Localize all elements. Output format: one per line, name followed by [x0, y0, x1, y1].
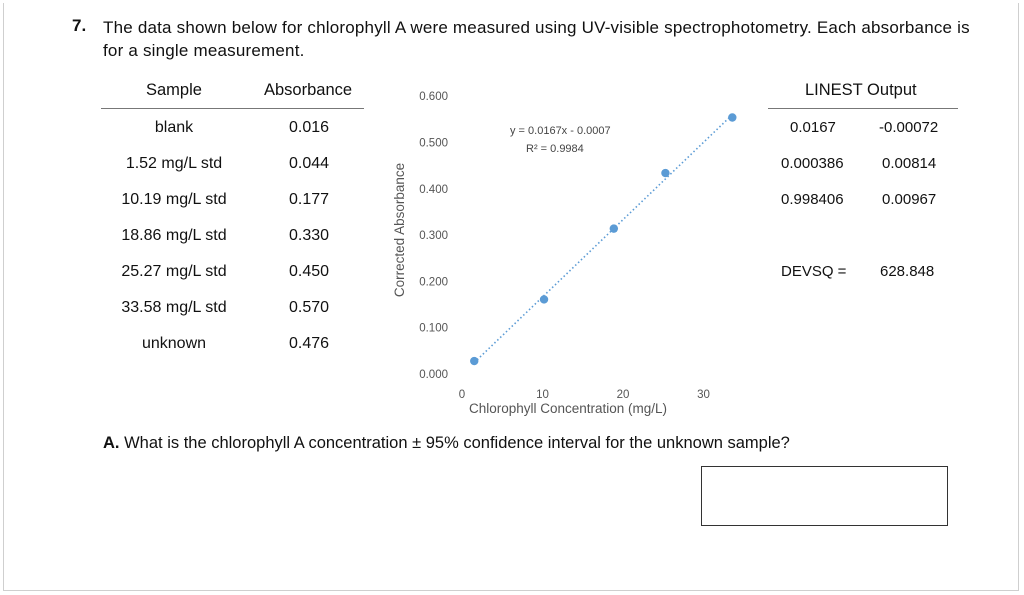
question-number: 7. — [72, 16, 87, 35]
y-axis-label: Corrected Absorbance — [392, 163, 407, 297]
x-tick-label: 10 — [536, 389, 549, 401]
table-cell-sample: unknown — [141, 335, 207, 352]
table-cell-sample: 18.86 mg/L std — [121, 227, 227, 244]
x-tick-label: 20 — [617, 389, 630, 401]
part-a-text: What is the chlorophyll A concentration … — [124, 434, 790, 452]
table-cell-absorbance: 0.016 — [289, 119, 330, 136]
x-tick-label: 0 — [459, 389, 465, 401]
page-frame — [3, 3, 1019, 591]
table-header-rule — [101, 108, 364, 109]
linest-cell: 0.000386 — [781, 155, 844, 172]
linest-header-rule — [768, 108, 958, 109]
y-tick-label: 0.500 — [419, 138, 448, 150]
part-a-label: A. — [103, 434, 120, 452]
table-cell-sample: 25.27 mg/L std — [121, 263, 227, 280]
data-point — [728, 113, 737, 122]
devsq-value: 628.848 — [880, 263, 935, 280]
y-tick-labels: 0.000 0.100 0.200 0.300 0.400 0.500 0.600 — [419, 91, 448, 381]
data-point — [470, 356, 479, 366]
table-cell-absorbance: 0.177 — [289, 191, 330, 208]
linest-cell: 0.00967 — [882, 191, 937, 208]
y-tick-label: 0.300 — [419, 230, 448, 242]
y-tick-label: 0.100 — [419, 323, 448, 335]
table-cell-absorbance: 0.570 — [289, 299, 330, 316]
table-cell-absorbance: 0.330 — [289, 227, 330, 244]
devsq-label: DEVSQ = — [781, 263, 847, 280]
r-squared: R² = 0.9984 — [526, 143, 584, 155]
x-tick-label: . — [779, 389, 780, 401]
linest-cell: -0.00072 — [879, 119, 939, 136]
part-a-question: A. What is the chlorophyll A concentrati… — [103, 434, 790, 453]
trendline — [473, 114, 733, 364]
data-point — [539, 295, 549, 304]
linest-cell: 0.998406 — [781, 191, 844, 208]
x-tick-label: 30 — [697, 389, 710, 401]
y-tick-label: 0.600 — [419, 91, 448, 103]
y-tick-label: 0.200 — [419, 276, 448, 288]
y-tick-label: 0.000 — [419, 369, 448, 381]
data-point — [661, 168, 670, 178]
linest-cell: 0.0167 — [790, 119, 836, 136]
table-cell-absorbance: 0.476 — [289, 335, 330, 352]
table-cell-absorbance: 0.450 — [289, 263, 330, 280]
y-tick-label: 0.400 — [419, 184, 448, 196]
data-point — [609, 224, 619, 233]
table-cell-sample: 1.52 mg/L std — [125, 155, 223, 172]
table-cell-absorbance: 0.044 — [289, 155, 330, 172]
table-cell-sample: 10.19 mg/L std — [121, 191, 227, 208]
header-sample: Sample — [146, 81, 202, 99]
table-cell-sample: blank — [154, 119, 194, 136]
question-text: The data shown below for chlorophyll A w… — [103, 18, 970, 60]
answer-box[interactable] — [701, 466, 948, 526]
linest-title: LINEST Output — [805, 81, 917, 99]
data-points — [470, 113, 737, 366]
table-cell-sample: 33.58 mg/L std — [121, 299, 227, 316]
x-tick-labels: 0 10 20 30 — [459, 389, 710, 401]
header-absorbance: Absorbance — [264, 81, 353, 99]
calibration-chart: 0.000 0.100 0.200 0.300 0.400 0.500 0.600 0 10 2… — [392, 91, 780, 416]
linest-cell: 0.00814 — [882, 155, 937, 172]
x-axis-label: Chlorophyll Concentration (mg/L) — [469, 401, 667, 416]
trend-equation: y = 0.0167x - 0.0007 — [510, 125, 611, 137]
